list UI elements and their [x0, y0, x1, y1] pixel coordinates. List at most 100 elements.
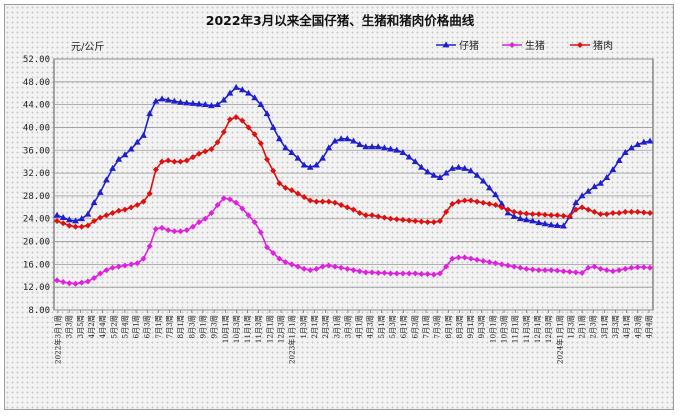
data-point	[406, 270, 413, 277]
data-point	[91, 218, 98, 225]
data-point	[257, 101, 265, 108]
data-point	[442, 169, 450, 176]
data-point	[325, 144, 333, 151]
data-point	[319, 263, 326, 270]
data-point	[350, 267, 357, 274]
x-tick-label: 12月1周	[265, 315, 274, 343]
data-point	[467, 197, 474, 204]
data-point	[294, 154, 302, 161]
data-point	[585, 206, 592, 213]
data-point	[640, 138, 648, 145]
data-point	[109, 164, 116, 171]
x-tick-label: 4月1周	[355, 315, 364, 339]
data-point	[344, 204, 351, 211]
data-point	[609, 210, 616, 217]
data-point	[245, 89, 252, 96]
data-point	[560, 268, 567, 275]
data-point	[430, 271, 437, 278]
data-point	[257, 140, 264, 147]
data-point	[263, 110, 271, 117]
y-tick-label: 12.00	[23, 283, 50, 293]
data-point	[486, 200, 493, 207]
data-point	[313, 161, 320, 168]
data-point	[492, 260, 499, 267]
x-tick-label: 9月1周	[198, 315, 207, 339]
data-point	[492, 202, 499, 209]
data-point	[103, 267, 110, 274]
data-point	[541, 211, 548, 218]
data-point	[152, 166, 159, 173]
data-point	[128, 204, 135, 211]
x-tick-label: 5月3周	[388, 315, 397, 339]
data-point	[343, 135, 351, 142]
data-point	[294, 263, 301, 270]
data-point	[60, 279, 67, 286]
data-point	[548, 212, 555, 219]
x-tick-label: 12月1周	[533, 315, 542, 343]
data-point	[362, 269, 369, 276]
data-point	[393, 216, 400, 223]
data-point	[616, 267, 623, 274]
data-point	[331, 137, 339, 144]
data-point	[406, 217, 413, 224]
data-point	[393, 270, 400, 277]
data-point	[535, 267, 542, 274]
y-tick-label: 44.00	[23, 101, 50, 111]
data-point	[282, 144, 289, 151]
data-point	[369, 212, 376, 219]
data-point	[331, 263, 338, 270]
x-tick-label: 2022年3月1周	[54, 315, 63, 364]
data-point	[591, 208, 598, 215]
data-point	[208, 210, 215, 217]
data-point	[535, 219, 543, 226]
data-point	[467, 167, 475, 174]
data-point	[97, 214, 104, 221]
data-point	[362, 143, 370, 150]
data-point	[634, 140, 642, 147]
data-point	[189, 99, 197, 106]
data-point	[504, 206, 511, 213]
data-point	[381, 269, 388, 276]
data-point	[516, 215, 524, 222]
x-tick-label: 4月1周	[622, 315, 631, 339]
data-point	[300, 161, 308, 168]
legend-marker	[577, 42, 583, 48]
data-point	[647, 264, 653, 271]
data-point	[443, 208, 450, 215]
data-point	[541, 220, 549, 227]
y-tick-label: 32.00	[23, 169, 50, 179]
legend-marker	[442, 41, 450, 48]
data-point	[368, 143, 376, 150]
data-point	[72, 280, 79, 287]
data-point	[109, 210, 116, 217]
data-point	[486, 259, 493, 266]
data-point	[603, 174, 611, 181]
data-point	[202, 148, 209, 155]
x-tick-label: 2月1周	[578, 315, 587, 339]
x-tick-label: 3月5周	[76, 315, 85, 339]
data-point	[511, 263, 518, 270]
data-point	[72, 223, 79, 230]
data-point	[350, 206, 357, 213]
data-point	[628, 144, 635, 151]
data-point	[177, 158, 184, 165]
x-tick-label: 8月1周	[176, 315, 185, 339]
data-point	[133, 138, 141, 145]
x-tick-label: 2023年1月1周	[288, 315, 297, 364]
data-point	[269, 123, 277, 130]
data-point	[78, 279, 85, 286]
data-point	[628, 264, 635, 271]
data-point	[313, 265, 320, 272]
data-point	[183, 227, 190, 234]
data-point	[615, 156, 623, 163]
y-tick-label: 48.00	[23, 78, 50, 88]
x-tick-label: 5月2周	[109, 315, 118, 339]
data-point	[158, 95, 166, 102]
x-axis-ticks: 2022年3月1周 3月3周 3月5周 4月2周 4月4周 5月2周 5月4周 6月1周 6月3…	[54, 310, 654, 364]
x-tick-label: 3月1周	[600, 315, 609, 339]
data-point	[121, 262, 128, 269]
data-point	[91, 275, 98, 282]
data-point	[238, 86, 246, 93]
data-point	[282, 184, 289, 191]
data-point	[127, 145, 135, 152]
